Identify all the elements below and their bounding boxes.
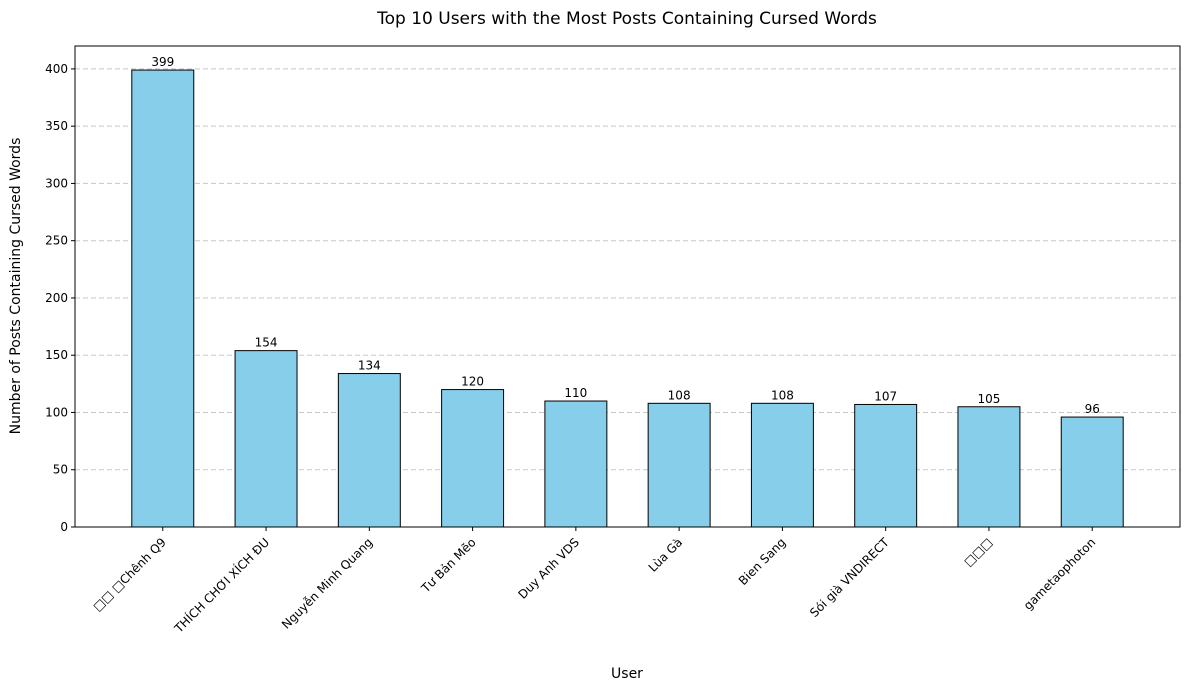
bar [131,69,195,528]
y-tick-label: 400 [45,62,68,76]
bar [957,406,1021,528]
bar-value-label: 107 [874,389,897,403]
data-labels: 399 154 134 120 110 108 108 107 105 96 [151,55,1100,416]
axes: 0 50 100 150 200 250 300 350 400 □□ □Chênh Q9 THÍC… [45,45,1181,637]
y-tick-label: 100 [45,405,68,419]
x-tick-label: □□□ [961,535,995,569]
bar-value-label: 399 [151,55,174,69]
bar [750,402,814,528]
x-tick-label: □□ □Chênh Q9 [90,535,169,614]
bar-value-label: 105 [977,392,1000,406]
bars [131,69,1124,528]
x-tick-label: Duy Anh VDS [515,535,582,602]
bar-value-label: 134 [358,359,381,373]
x-tick-label: Bien Sang [736,535,789,588]
x-tick-label: gametaophoton [1021,535,1099,613]
y-tick-label: 250 [45,234,68,248]
chart-title: Top 10 Users with the Most Posts Contain… [376,9,877,29]
y-tick-label: 200 [45,291,68,305]
bar [441,389,505,528]
bar [337,373,401,528]
bar-value-label: 96 [1085,402,1100,416]
bar-value-label: 154 [255,336,278,350]
y-tick-label: 50 [53,463,68,477]
x-tick-label: Nguyễn Minh Quang [279,535,375,631]
y-tick-label: 300 [45,176,68,190]
y-tick-label: 0 [60,520,68,534]
bar [854,403,918,528]
bar [234,350,298,528]
x-tick-label: Sói già VNDIRECT [807,535,892,620]
plot-frame [74,45,1181,528]
y-tick-label: 350 [45,119,68,133]
x-tick-label: THÍCH CHƠI XÍCH ĐU [170,535,272,637]
x-axis-label: User [611,666,643,682]
x-tick-label: Lùa Gà [646,535,686,575]
bar [647,402,711,528]
bar-value-label: 108 [668,388,691,402]
bar [544,400,608,528]
bar-value-label: 108 [771,388,794,402]
y-axis-label: Number of Posts Containing Cursed Words [8,138,24,435]
bar [1060,416,1124,528]
y-tick-label: 150 [45,348,68,362]
x-tick-label: Tư Bản Mẽo [418,535,479,596]
bar-value-label: 120 [461,375,484,389]
bar-value-label: 110 [564,386,587,400]
